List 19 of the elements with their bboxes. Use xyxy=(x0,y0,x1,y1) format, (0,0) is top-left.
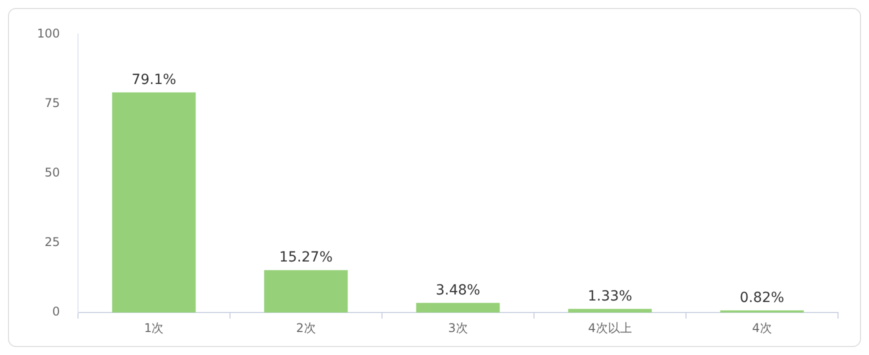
bar xyxy=(264,270,348,313)
x-tick-label: 4次以上 xyxy=(588,320,632,335)
y-tick-label: 0 xyxy=(52,304,60,319)
y-tick-label: 100 xyxy=(37,26,60,40)
x-tick-label: 3次 xyxy=(448,320,468,335)
data-label: 1.33% xyxy=(588,288,632,305)
x-tick-label: 1次 xyxy=(144,320,164,335)
bar xyxy=(568,308,652,313)
x-tick-label: 4次 xyxy=(752,320,772,335)
data-label: 3.48% xyxy=(436,282,480,299)
data-label: 15.27% xyxy=(279,250,333,266)
bar xyxy=(112,92,196,313)
y-tick-label: 50 xyxy=(44,166,60,180)
x-tick-label: 2次 xyxy=(296,320,316,335)
y-tick-label: 75 xyxy=(44,96,60,110)
bar xyxy=(416,302,500,313)
y-tick-label: 25 xyxy=(44,235,60,250)
data-label: 0.82% xyxy=(740,290,784,306)
data-label: 79.1% xyxy=(132,72,176,88)
